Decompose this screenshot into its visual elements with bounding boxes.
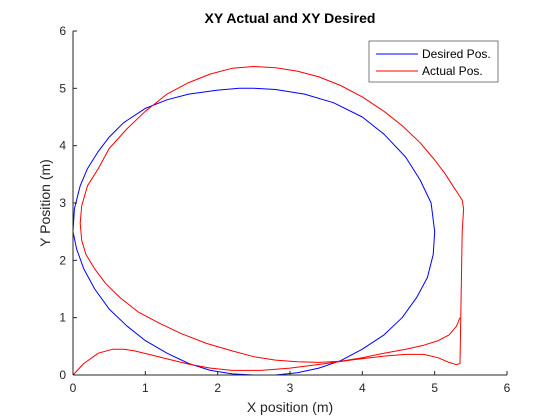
y-axis-label: Y Position (m) bbox=[37, 159, 53, 247]
x-axis-label: X position (m) bbox=[247, 399, 333, 415]
y-tick-label: 2 bbox=[59, 253, 66, 267]
legend-label-desired: Desired Pos. bbox=[422, 47, 491, 61]
legend-box bbox=[368, 40, 499, 83]
series-line-actual bbox=[72, 66, 465, 376]
tick-layer: 0 1 2 3 4 5 6 0 1 2 3 4 5 6 bbox=[59, 24, 510, 395]
x-tick-label: 0 bbox=[70, 381, 77, 395]
y-tick-label: 5 bbox=[59, 81, 66, 95]
x-tick-label: 6 bbox=[504, 381, 511, 395]
chart-title: XY Actual and XY Desired bbox=[205, 10, 376, 26]
x-tick-label: 4 bbox=[359, 381, 366, 395]
axes-background bbox=[73, 31, 507, 375]
y-tick-label: 4 bbox=[59, 139, 66, 153]
series-line-desired bbox=[72, 87, 436, 376]
x-tick-label: 2 bbox=[214, 381, 221, 395]
legend-label-actual: Actual Pos. bbox=[422, 64, 483, 78]
legend: Desired Pos. Actual Pos. bbox=[368, 40, 499, 83]
plot-area: 0 1 2 3 4 5 6 0 1 2 3 4 5 6 bbox=[59, 24, 510, 395]
y-tick-label: 1 bbox=[59, 311, 66, 325]
y-tick-label: 3 bbox=[59, 196, 66, 210]
y-tick-label: 6 bbox=[59, 24, 66, 38]
x-tick-label: 1 bbox=[142, 381, 149, 395]
y-tick-label: 0 bbox=[59, 368, 66, 382]
x-tick-label: 5 bbox=[431, 381, 438, 395]
x-tick-label: 3 bbox=[287, 381, 294, 395]
series-layer bbox=[72, 66, 465, 376]
